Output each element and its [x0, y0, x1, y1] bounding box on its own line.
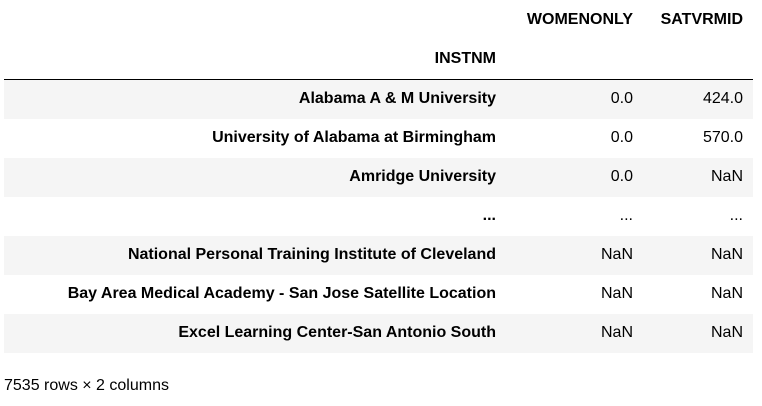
column-header: WOMENONLY — [526, 10, 633, 28]
table-cell: 570.0 — [702, 129, 743, 146]
index-header-row: INSTNM — [4, 39, 753, 80]
table-shape-footer: 7535 rows × 2 columns — [4, 377, 169, 394]
column-header-row: WOMENONLY SATVRMID — [4, 0, 753, 39]
table-cell: NaN — [600, 285, 633, 302]
table-cell: NaN — [600, 324, 633, 341]
row-index: National Personal Training Institute of … — [127, 246, 496, 263]
row-index: University of Alabama at Birmingham — [212, 129, 496, 146]
table-row: Alabama A & M University 0.0 424.0 — [4, 79, 753, 119]
row-index: Alabama A & M University — [298, 90, 496, 108]
table-cell: NaN — [600, 246, 633, 263]
table-row: ......... — [4, 197, 753, 236]
index-name: INSTNM — [4, 39, 506, 80]
row-index: Amridge University — [349, 168, 496, 185]
table-cell: 424.0 — [702, 90, 743, 108]
dataframe-table: WOMENONLY SATVRMID INSTNM Alabama A & M … — [4, 0, 753, 353]
table-row: University of Alabama at Birmingham 0.0 57… — [4, 119, 753, 158]
row-index: Bay Area Medical Academy - San Jose Sate… — [67, 285, 496, 302]
table-row: Amridge University 0.0 NaN — [4, 157, 753, 197]
header-blank — [643, 39, 753, 80]
table-cell: 0.0 — [610, 168, 633, 185]
table-cell: 0.0 — [610, 129, 633, 146]
table-cell: NaN — [710, 168, 743, 185]
table-cell: NaN — [710, 246, 743, 263]
table-cell: NaN — [710, 285, 743, 302]
table-cell: NaN — [710, 324, 743, 341]
row-index: Excel Learning Center-San Antonio South — [178, 324, 496, 341]
header-blank — [4, 0, 506, 39]
table-cell: ... — [729, 207, 743, 224]
header-blank — [506, 39, 643, 80]
table-cell: ... — [619, 207, 633, 224]
table-row: Bay Area Medical Academy - San Jose Sate… — [4, 275, 753, 314]
column-header: SATVRMID — [660, 10, 743, 28]
table-row: National Personal Training Institute of … — [4, 235, 753, 275]
table-row: Excel Learning Center-San Antonio South N… — [4, 313, 753, 353]
row-index: ... — [482, 207, 496, 224]
table-cell: 0.0 — [610, 90, 633, 108]
